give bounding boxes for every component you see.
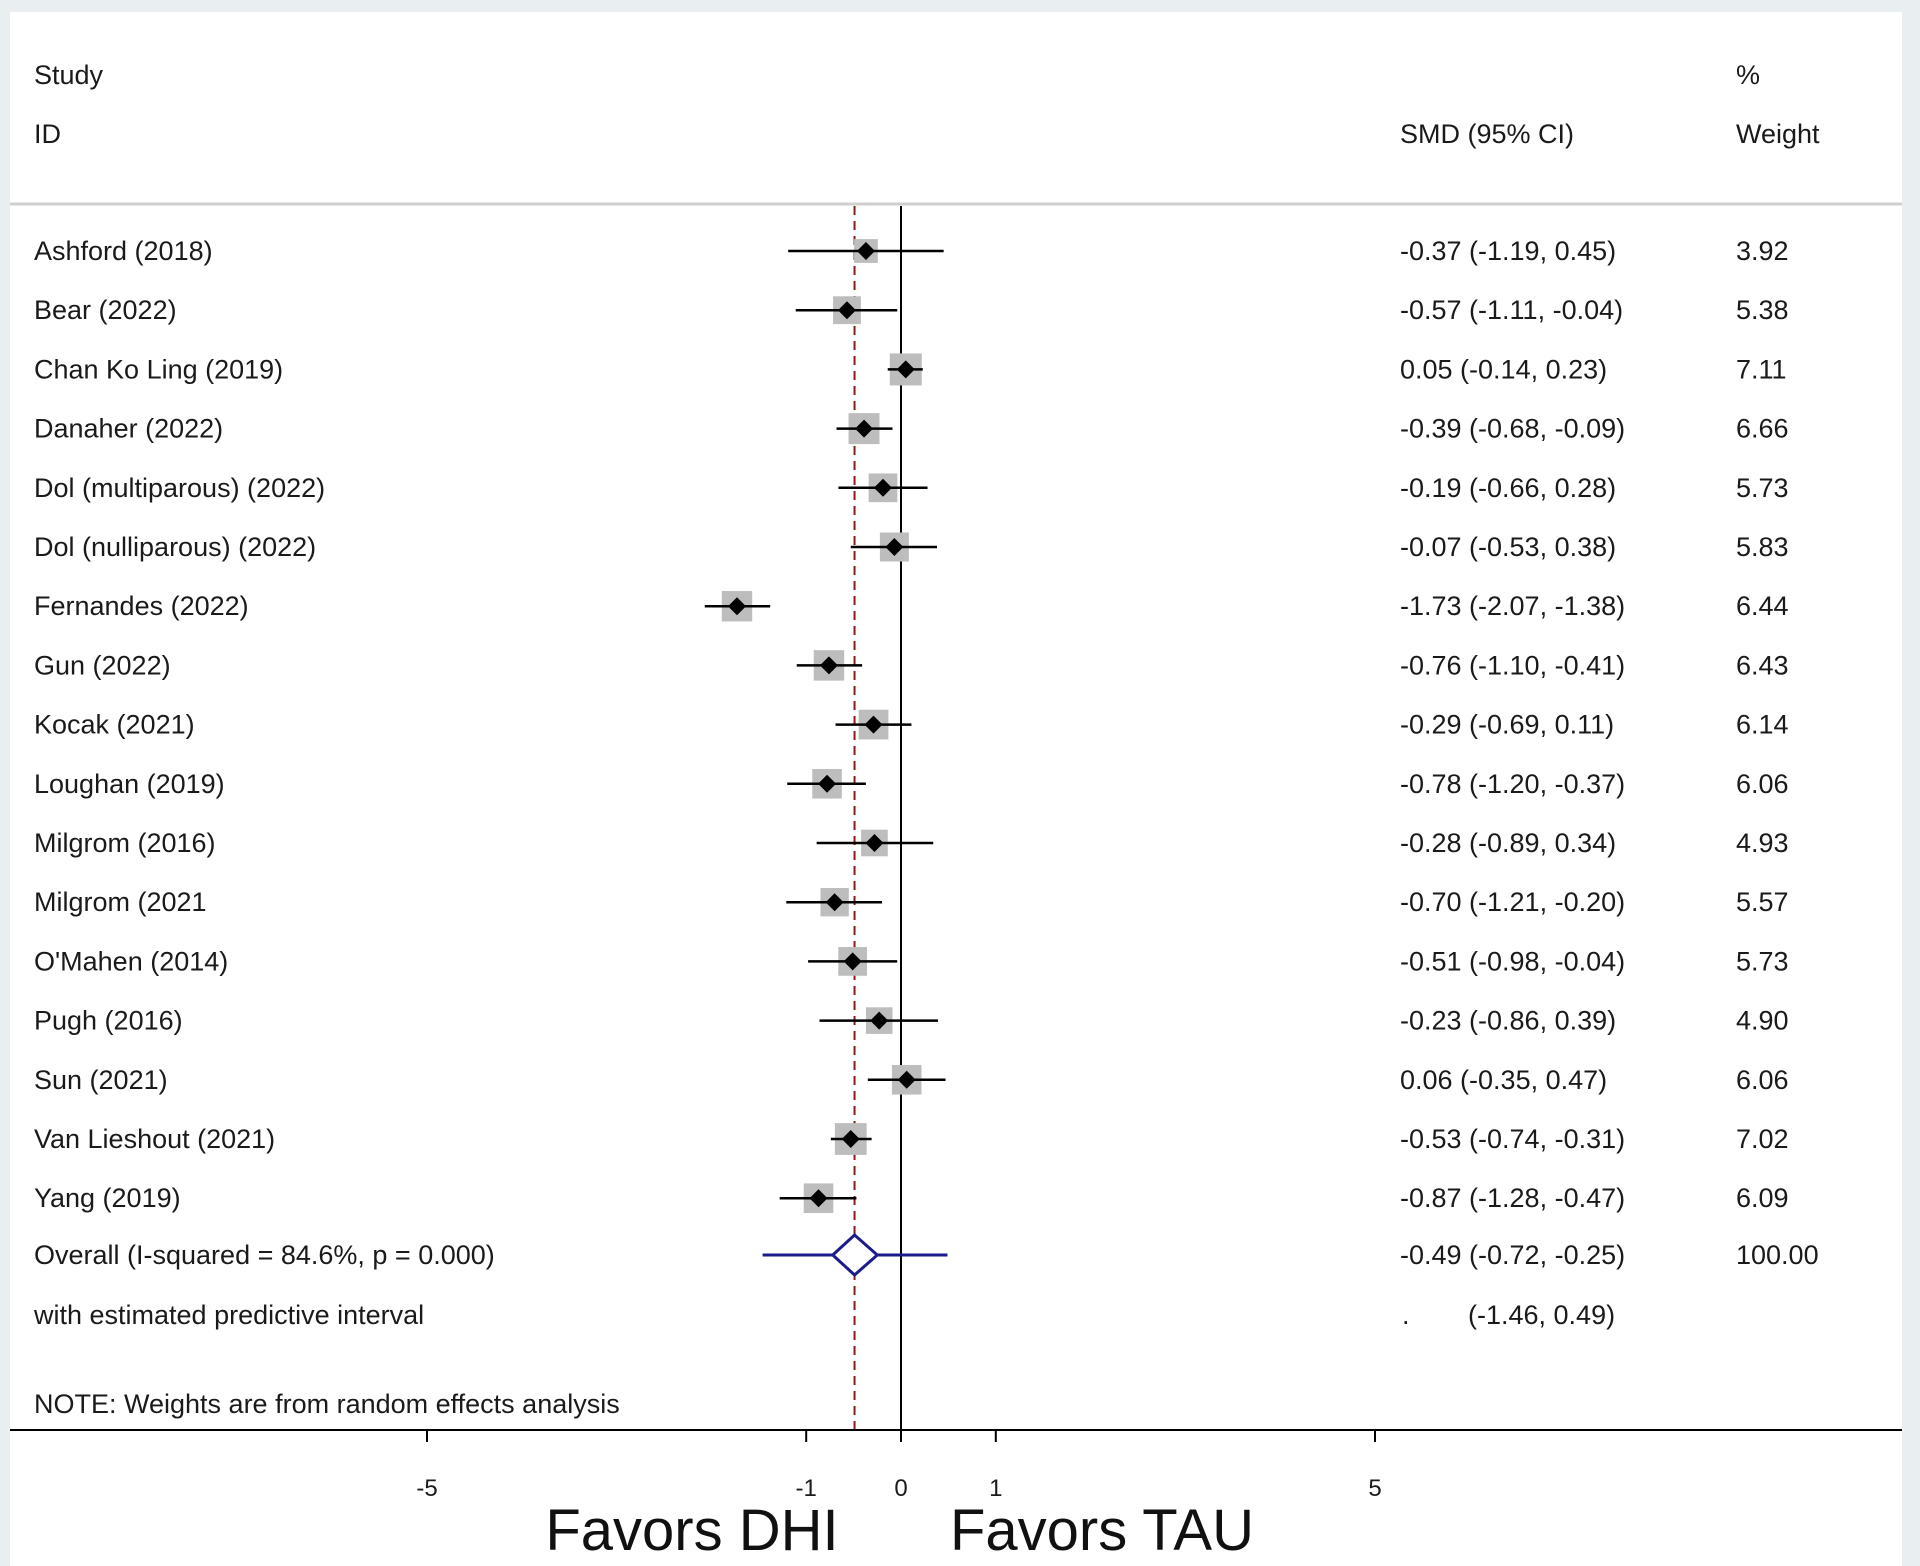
study-label: Dol (multiparous) (2022) [34, 473, 325, 503]
point-estimate-marker [855, 419, 874, 438]
overall-weight: 100.00 [1736, 1240, 1819, 1270]
study-label: Van Lieshout (2021) [34, 1124, 275, 1154]
study-label: Yang (2019) [34, 1183, 181, 1213]
study-label: Milgrom (2021 [34, 887, 207, 917]
study-weight: 5.83 [1736, 532, 1789, 562]
study-weight: 6.14 [1736, 710, 1789, 740]
x-tick-label: 5 [1368, 1475, 1381, 1502]
point-estimate-marker [727, 597, 746, 616]
study-ci-text: -0.87 (-1.28, -0.47) [1400, 1183, 1625, 1213]
x-tick-label: 1 [989, 1475, 1002, 1502]
study-label: O'Mahen (2014) [34, 946, 228, 976]
predictive-ci-text: (-1.46, 0.49) [1468, 1300, 1615, 1330]
point-estimate-marker [825, 893, 844, 912]
study-ci-text: -0.19 (-0.66, 0.28) [1400, 473, 1616, 503]
study-ci-text: -1.73 (-2.07, -1.38) [1400, 591, 1625, 621]
x-tick-label: -1 [796, 1475, 817, 1502]
study-label: Gun (2022) [34, 650, 171, 680]
point-estimate-marker [870, 1011, 889, 1030]
study-label: Fernandes (2022) [34, 591, 249, 621]
overall-diamond [830, 1232, 880, 1278]
x-label-favors-dhi: Favors DHI [545, 1498, 838, 1563]
point-estimate-marker [818, 774, 837, 793]
study-label: Chan Ko Ling (2019) [34, 354, 283, 384]
point-estimate-marker [873, 478, 892, 497]
study-label: Dol (nulliparous) (2022) [34, 532, 316, 562]
overall-label: Overall (I-squared = 84.6%, p = 0.000) [34, 1240, 495, 1270]
header-weight: Weight [1736, 119, 1820, 149]
x-tick-label: -5 [416, 1475, 437, 1502]
study-ci-text: -0.37 (-1.19, 0.45) [1400, 236, 1616, 266]
study-ci-text: 0.06 (-0.35, 0.47) [1400, 1065, 1607, 1095]
point-estimate-marker [843, 952, 862, 971]
study-weight: 6.44 [1736, 591, 1789, 621]
study-ci-text: -0.57 (-1.11, -0.04) [1400, 295, 1623, 325]
point-estimate-marker [896, 360, 915, 379]
point-estimate-marker [864, 715, 883, 734]
study-label: Loughan (2019) [34, 769, 225, 799]
study-ci-text: -0.28 (-0.89, 0.34) [1400, 828, 1616, 858]
study-weight: 5.38 [1736, 295, 1789, 325]
header-id: ID [34, 119, 61, 149]
point-estimate-marker [885, 538, 904, 556]
study-weight: 7.11 [1736, 354, 1787, 384]
study-weight: 6.66 [1736, 414, 1789, 444]
point-estimate-marker [897, 1070, 916, 1089]
study-weight: 3.92 [1736, 236, 1789, 266]
study-ci-text: -0.23 (-0.86, 0.39) [1400, 1006, 1616, 1036]
study-label: Ashford (2018) [34, 236, 213, 266]
header-percent: % [1736, 60, 1760, 90]
study-ci-text: -0.07 (-0.53, 0.38) [1400, 532, 1616, 562]
study-weight: 4.93 [1736, 828, 1789, 858]
study-weight: 6.06 [1736, 769, 1789, 799]
study-weight: 5.57 [1736, 887, 1789, 917]
point-estimate-marker [856, 242, 875, 260]
point-estimate-marker [819, 656, 838, 675]
overall-ci-text: -0.49 (-0.72, -0.25) [1400, 1240, 1625, 1270]
point-estimate-marker [809, 1189, 828, 1208]
forest-plot-panel [10, 12, 1902, 1566]
x-tick-label: 0 [894, 1475, 907, 1502]
study-ci-text: -0.29 (-0.69, 0.11) [1400, 710, 1614, 740]
study-weight: 6.06 [1736, 1065, 1789, 1095]
study-ci-text: -0.53 (-0.74, -0.31) [1400, 1124, 1625, 1154]
study-ci-text: 0.05 (-0.14, 0.23) [1400, 354, 1607, 384]
weights-note: NOTE: Weights are from random effects an… [34, 1389, 620, 1419]
study-label: Bear (2022) [34, 295, 177, 325]
study-ci-text: -0.76 (-1.10, -0.41) [1400, 650, 1625, 680]
study-label: Kocak (2021) [34, 710, 195, 740]
study-ci-text: -0.70 (-1.21, -0.20) [1400, 887, 1625, 917]
point-estimate-marker [865, 834, 884, 852]
study-weight: 7.02 [1736, 1124, 1789, 1154]
study-ci-text: -0.78 (-1.20, -0.37) [1400, 769, 1625, 799]
predictive-dot: . [1402, 1300, 1410, 1330]
study-weight: 6.43 [1736, 650, 1789, 680]
study-ci-text: -0.39 (-0.68, -0.09) [1400, 414, 1625, 444]
point-estimate-marker [837, 301, 856, 320]
point-estimate-marker [841, 1130, 860, 1148]
header-smd: SMD (95% CI) [1400, 119, 1574, 149]
study-weight: 5.73 [1736, 473, 1789, 503]
study-label: Milgrom (2016) [34, 828, 216, 858]
study-label: Sun (2021) [34, 1065, 168, 1095]
study-weight: 6.09 [1736, 1183, 1789, 1213]
study-ci-text: -0.51 (-0.98, -0.04) [1400, 946, 1625, 976]
header-study: Study [34, 60, 104, 90]
study-label: Danaher (2022) [34, 414, 223, 444]
study-weight: 5.73 [1736, 946, 1789, 976]
study-weight: 4.90 [1736, 1006, 1789, 1036]
x-label-favors-tau: Favors TAU [950, 1498, 1254, 1563]
study-label: Pugh (2016) [34, 1006, 183, 1036]
predictive-interval-label: with estimated predictive interval [33, 1300, 424, 1330]
